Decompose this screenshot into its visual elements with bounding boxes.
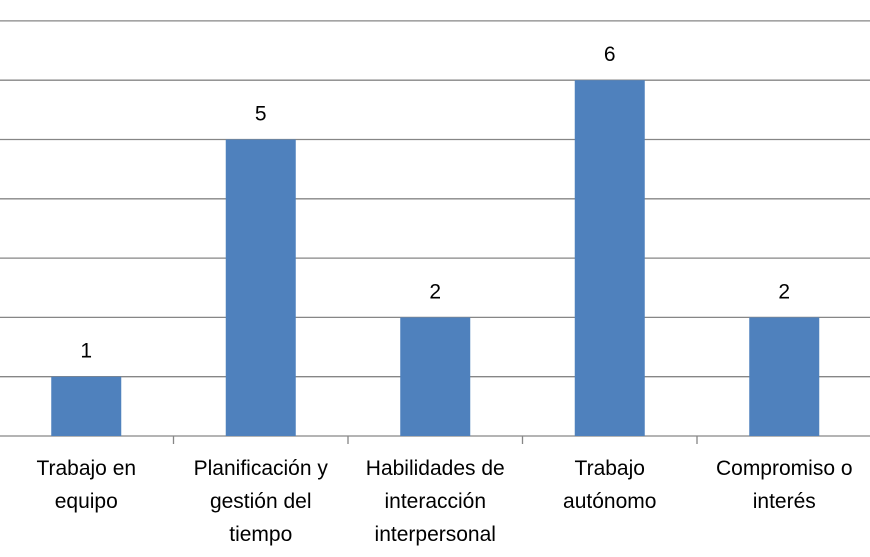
category-label-line: interpersonal: [374, 523, 496, 546]
category-label-line: Compromiso o: [715, 457, 853, 480]
category-label-line: Planificación y: [193, 457, 328, 480]
data-label: 6: [604, 43, 616, 66]
category-label-line: gestión del: [209, 490, 312, 513]
category-label-line: interés: [752, 490, 816, 513]
category-label: Habilidades de interacción interpersonal: [349, 452, 521, 551]
data-label: 5: [255, 103, 267, 126]
bars: [51, 80, 820, 436]
category-label-line: Habilidades de: [365, 457, 505, 480]
data-label: 2: [778, 280, 790, 303]
bar: [225, 139, 296, 436]
bar: [574, 80, 645, 436]
category-label: Trabajo en equipo: [0, 452, 172, 518]
bar: [51, 376, 122, 436]
category-label-line: Trabajo: [574, 457, 645, 480]
category-label-line: interacción: [384, 490, 487, 513]
category-label: Trabajo autónomo: [524, 452, 696, 518]
bar: [749, 317, 820, 436]
category-label-line: Trabajo en: [36, 457, 137, 480]
category-label: Planificación y gestión del tiempo: [175, 452, 347, 551]
bar: [400, 317, 471, 436]
data-label: 2: [429, 280, 441, 303]
data-labels: 1 5 2 6 2: [80, 43, 790, 363]
data-label: 1: [80, 340, 92, 363]
category-label-line: equipo: [54, 490, 118, 513]
x-axis: [172, 436, 698, 444]
category-label-line: autónomo: [563, 490, 657, 513]
category-label: Compromiso o interés: [698, 452, 870, 518]
category-label-line: tiempo: [229, 523, 293, 546]
